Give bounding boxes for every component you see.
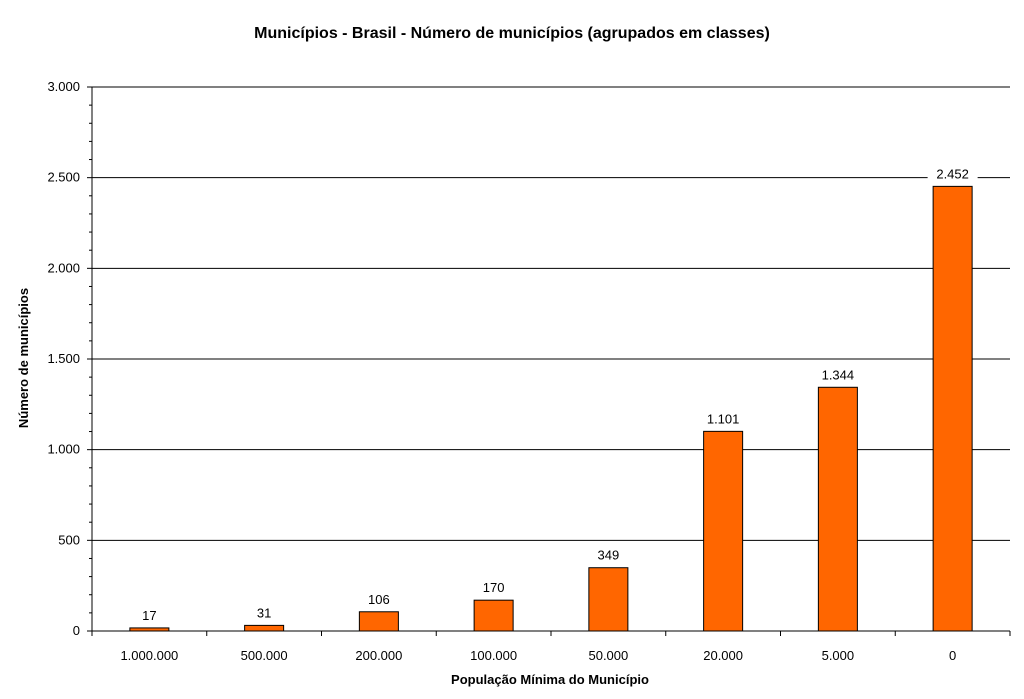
- chart-title: Municípios - Brasil - Número de municípi…: [254, 25, 770, 42]
- y-tick-label: 1.500: [47, 351, 80, 366]
- y-tick-label: 2.500: [47, 170, 80, 185]
- data-label: 31: [257, 605, 271, 620]
- data-label-background: [361, 589, 396, 608]
- x-tick-label: 200.000: [355, 648, 402, 663]
- bar: [129, 627, 170, 632]
- x-tick-label: 100.000: [470, 648, 517, 663]
- data-label-background: [812, 365, 863, 384]
- data-label: 2.452: [936, 166, 969, 181]
- gridlines: [92, 86, 1010, 541]
- y-tick-label: 500: [58, 532, 80, 547]
- data-label-background: [698, 409, 749, 428]
- data-label: 17: [142, 608, 156, 623]
- y-tick-label: 1.000: [47, 442, 80, 457]
- y-tick-label: 3.000: [47, 79, 80, 94]
- bar: [244, 624, 285, 632]
- data-label: 1.101: [707, 411, 740, 426]
- bar: [588, 567, 629, 632]
- bar: [817, 386, 858, 632]
- data-label-background: [927, 164, 978, 183]
- bars: [129, 185, 973, 632]
- data-label-background: [251, 603, 278, 622]
- data-labels: 17 31 106 170 349 1.101 1.344 2.452: [136, 164, 978, 624]
- x-tick-label: 50.000: [588, 648, 628, 663]
- x-tick-label: 500.000: [241, 648, 288, 663]
- bar: [358, 611, 399, 632]
- x-tick-label: 0: [949, 648, 956, 663]
- bar: [932, 185, 973, 632]
- x-tick-label: 20.000: [703, 648, 743, 663]
- y-axis-title: Número de municípios: [16, 288, 31, 428]
- y-tick-label: 0: [73, 623, 80, 638]
- data-label: 349: [598, 548, 620, 563]
- bar: [703, 430, 744, 632]
- data-label-background: [136, 605, 163, 624]
- x-axis-title: População Mínima do Município: [451, 672, 649, 687]
- x-tick-label: 5.000: [822, 648, 855, 663]
- data-label: 170: [483, 580, 505, 595]
- bar: [473, 599, 514, 632]
- data-label: 106: [368, 592, 390, 607]
- data-label-background: [476, 578, 511, 597]
- data-label: 1.344: [822, 367, 855, 382]
- y-tick-label: 2.000: [47, 260, 80, 275]
- x-tick-label: 1.000.000: [120, 648, 178, 663]
- data-label-background: [591, 545, 626, 564]
- axes: 0 500 1.000 1.500 2.000 2.500 3.000 1.000.000 50…: [47, 79, 1011, 663]
